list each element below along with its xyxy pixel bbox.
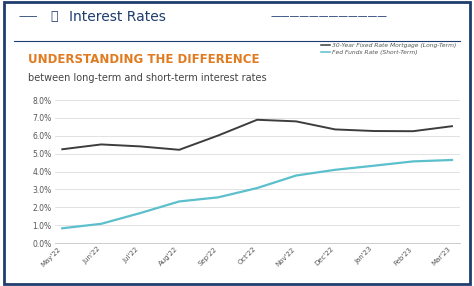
Text: between long-term and short-term interest rates: between long-term and short-term interes… xyxy=(28,73,267,83)
Text: ⧗: ⧗ xyxy=(51,10,58,23)
Text: Interest Rates: Interest Rates xyxy=(69,10,165,23)
Text: ——: —— xyxy=(19,12,38,21)
Legend: 30-Year Fixed Rate Mortgage (Long-Term), Fed Funds Rate (Short-Term): 30-Year Fixed Rate Mortgage (Long-Term),… xyxy=(321,43,457,55)
Text: UNDERSTANDING THE DIFFERENCE: UNDERSTANDING THE DIFFERENCE xyxy=(28,53,260,66)
Text: ————————————: ———————————— xyxy=(270,12,387,21)
